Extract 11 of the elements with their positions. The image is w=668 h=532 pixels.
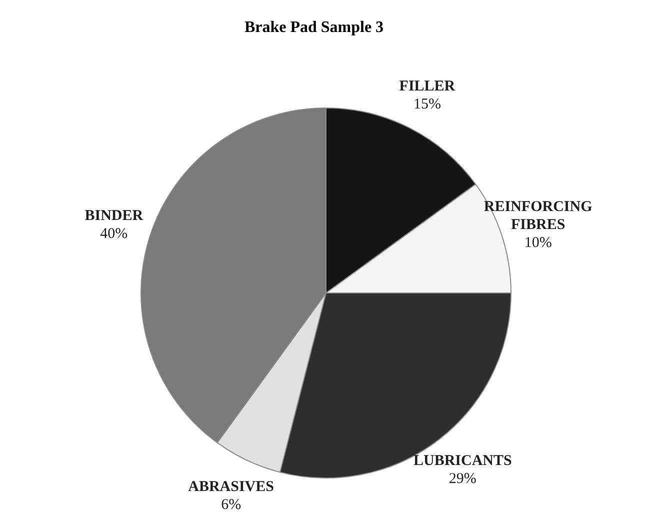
data-label: 15%: [413, 96, 441, 112]
chart-title: Brake Pad Sample 3: [244, 19, 384, 36]
data-label: 29%: [448, 471, 476, 488]
slice-label: FILLER: [399, 78, 456, 94]
slice-label: REINFORCING FIBRES: [484, 199, 593, 234]
data-label: 40%: [100, 226, 128, 242]
slice-label: BINDER: [84, 208, 144, 224]
data-label: 10%: [524, 235, 552, 252]
slice-label: LUBRICANTS: [414, 453, 512, 470]
slice-label: ABRASIVES: [188, 478, 274, 495]
data-label: 6%: [221, 496, 242, 513]
